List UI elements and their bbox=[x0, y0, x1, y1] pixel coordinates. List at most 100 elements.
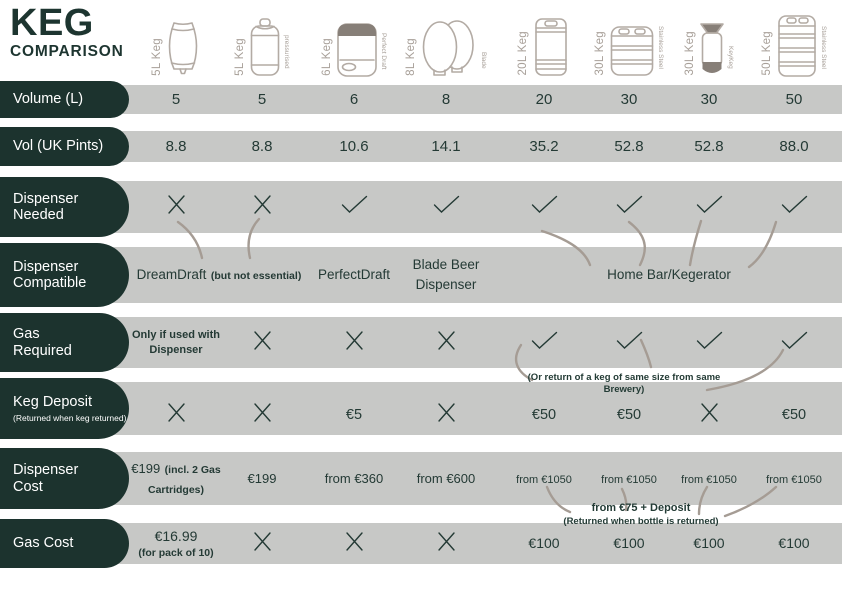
x-mark-icon bbox=[437, 402, 456, 428]
row-pints: Vol (UK Pints) 8.8 8.8 10.6 14.1 35.2 52.8 52.8… bbox=[0, 127, 842, 166]
cell-value: from €1050 bbox=[681, 473, 737, 486]
column-keg-sublabel: Stainless Steel bbox=[820, 26, 827, 69]
cell-value: 30 bbox=[620, 90, 638, 108]
cell-value: 50 bbox=[785, 90, 803, 108]
cell-value: PerfectDraft bbox=[317, 267, 391, 282]
cell-value: from €600 bbox=[416, 470, 476, 486]
cell-value: Blade Beer Dispenser bbox=[412, 257, 480, 292]
cell-value: 5 bbox=[257, 90, 267, 108]
column-header-4: 8L Keg Blade bbox=[398, 2, 494, 78]
cell bbox=[398, 523, 494, 564]
cell: €50 bbox=[746, 382, 842, 435]
cell: from €360 bbox=[306, 452, 402, 505]
cell-value: 6 bbox=[349, 90, 359, 108]
cell-value: 5 bbox=[171, 90, 181, 108]
steel-keg-wide-icon bbox=[609, 24, 655, 78]
check-mark-icon bbox=[781, 331, 808, 355]
cell: €16.99 (for pack of 10) bbox=[128, 523, 224, 564]
cell: €50 bbox=[581, 382, 677, 435]
column-keg-sublabel: Stainless Steel bbox=[657, 26, 664, 69]
row-label-pill: Gas Cost bbox=[0, 519, 129, 568]
title-keg: KEG bbox=[10, 2, 94, 44]
column-header-3: 6L Keg Perfect Draft bbox=[306, 2, 402, 78]
cell bbox=[306, 523, 402, 564]
row-label: Vol (UK Pints) bbox=[13, 138, 104, 155]
cell-value: €5 bbox=[345, 406, 363, 423]
cell-value: from €1050 bbox=[766, 473, 822, 486]
row-label: Dispenser Needed bbox=[13, 190, 79, 223]
column-keg-sublabel: Blade bbox=[480, 52, 487, 69]
row-label-pill: Volume (L) bbox=[0, 81, 129, 118]
check-mark-icon bbox=[696, 331, 723, 355]
cell: €5 bbox=[306, 382, 402, 435]
cell: 35.2 bbox=[496, 131, 592, 162]
cell bbox=[496, 317, 592, 368]
row-label: Gas Required bbox=[13, 326, 72, 359]
x-mark-icon bbox=[700, 402, 719, 428]
cell: €199 bbox=[214, 452, 310, 505]
cell-value: €100 bbox=[613, 534, 645, 551]
x-mark-icon bbox=[345, 330, 364, 356]
annotation-line: from €75 + Deposit bbox=[591, 502, 691, 514]
title-comparison: COMPARISON bbox=[10, 43, 124, 60]
row-label: Gas Cost bbox=[13, 535, 74, 552]
cell-value: 8.8 bbox=[251, 137, 273, 155]
check-mark-icon bbox=[531, 195, 558, 219]
cell bbox=[214, 317, 310, 368]
cell bbox=[128, 382, 224, 435]
row-dispenser-cost: Dispenser Cost €199 (incl. 2 Gas Cartridg… bbox=[0, 448, 842, 509]
check-mark-icon bbox=[341, 195, 368, 219]
cell-value: €50 bbox=[781, 406, 807, 423]
cell bbox=[661, 382, 757, 435]
cell: 14.1 bbox=[398, 131, 494, 162]
cell-value: 14.1 bbox=[431, 137, 461, 155]
annotation-line: Brewery) bbox=[603, 383, 645, 395]
cell bbox=[496, 181, 592, 233]
row-sublabel: (Returned when keg returned) bbox=[13, 412, 127, 423]
cell-value: 8 bbox=[441, 90, 451, 108]
cell: 52.8 bbox=[661, 131, 757, 162]
cell bbox=[581, 181, 677, 233]
cell: 30 bbox=[661, 85, 757, 114]
cell: from €1050 bbox=[496, 452, 592, 505]
cell bbox=[746, 181, 842, 233]
cell bbox=[661, 317, 757, 368]
row-keg-deposit: Keg Deposit (Returned when keg returned) €… bbox=[0, 378, 842, 439]
cell-value: €50 bbox=[531, 406, 557, 423]
cell: Only if used with Dispenser bbox=[128, 317, 224, 368]
cell-value: from €1050 bbox=[601, 473, 657, 486]
cell: from €1050 bbox=[661, 452, 757, 505]
cell: from €1050 bbox=[746, 452, 842, 505]
column-header-2: 5L Keg pressurised bbox=[214, 2, 310, 78]
cell-value: Home Bar/Kegerator bbox=[607, 267, 731, 282]
row-label-pill: Gas Required bbox=[0, 313, 129, 372]
row-label-pill: Dispenser Compatible bbox=[0, 243, 129, 307]
cell: 8.8 bbox=[128, 131, 224, 162]
cell: Blade Beer Dispenser bbox=[398, 247, 494, 303]
x-mark-icon bbox=[437, 330, 456, 356]
x-mark-icon bbox=[345, 531, 364, 557]
steel-keg-tall-icon bbox=[776, 14, 818, 78]
cell-value: €199 bbox=[247, 470, 277, 486]
row-label: Keg Deposit bbox=[13, 394, 92, 411]
row-label-pill: Dispenser Cost bbox=[0, 448, 129, 509]
cell bbox=[128, 181, 224, 233]
cell: 52.8 bbox=[581, 131, 677, 162]
cell bbox=[306, 317, 402, 368]
row-gas-required: Gas Required Only if used with Dispenser bbox=[0, 313, 842, 372]
cell bbox=[214, 523, 310, 564]
cell-value: €50 bbox=[616, 406, 642, 423]
row-label: Volume (L) bbox=[13, 91, 84, 108]
cell-value: Only if used with Dispenser bbox=[131, 329, 220, 356]
cell: Home Bar/Kegerator bbox=[496, 247, 842, 303]
row-label-pill: Keg Deposit (Returned when keg returned) bbox=[0, 378, 129, 439]
check-mark-icon bbox=[433, 195, 460, 219]
row-dispenser-needed: Dispenser Needed bbox=[0, 177, 842, 237]
cell: 50 bbox=[746, 85, 842, 114]
cell: 6 bbox=[306, 85, 402, 114]
x-mark-icon bbox=[253, 330, 272, 356]
cell-value: €100 bbox=[778, 534, 810, 551]
row-band bbox=[0, 523, 842, 564]
cell-value: 88.0 bbox=[779, 137, 809, 155]
